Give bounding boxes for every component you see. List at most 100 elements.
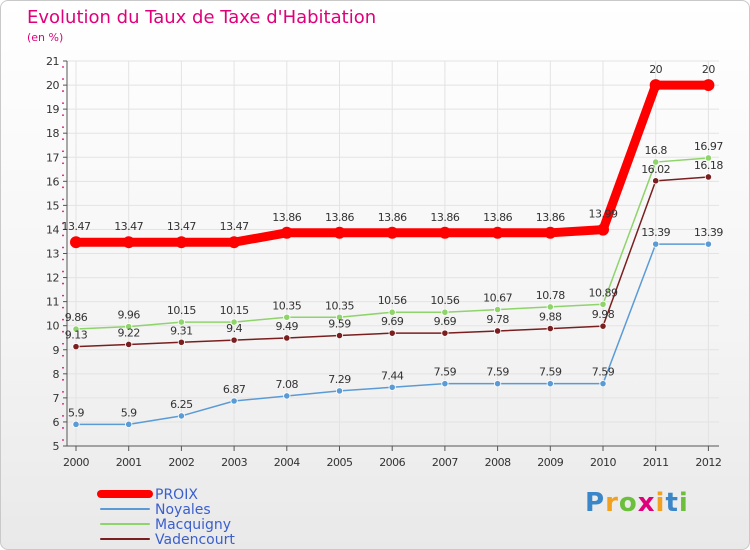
- x-tick-label: 2011: [643, 456, 669, 469]
- data-point: [72, 420, 80, 428]
- data-label: 7.29: [328, 373, 351, 386]
- data-label: 9.69: [381, 315, 404, 328]
- chart-subtitle: (en %): [27, 31, 64, 44]
- data-point: [546, 303, 554, 311]
- data-label: 13.86: [430, 211, 459, 224]
- data-label: 13.47: [114, 220, 143, 233]
- data-label: 13.47: [220, 220, 249, 233]
- data-point: [491, 226, 504, 239]
- minor-tick-dot: [62, 366, 64, 369]
- data-point: [125, 340, 133, 349]
- grid-lines: [67, 60, 719, 447]
- y-tick-label: 10: [46, 320, 59, 333]
- data-point: [441, 380, 449, 388]
- data-label: 13.39: [694, 226, 723, 239]
- minor-tick-dot: [62, 427, 64, 429]
- logo-letter: o: [618, 488, 638, 518]
- minor-tick-dot: [62, 330, 64, 333]
- minor-tick-dot: [62, 102, 64, 105]
- y-tick-label: 20: [46, 79, 59, 92]
- y-tick-label: 19: [46, 103, 59, 116]
- x-tick-label: 2003: [221, 456, 247, 469]
- data-label: 20: [649, 63, 662, 76]
- data-label: 9.4: [226, 322, 242, 335]
- data-label: 9.31: [170, 324, 193, 337]
- data-label: 9.88: [539, 311, 562, 324]
- data-label: 9.49: [276, 320, 299, 333]
- data-point: [438, 226, 451, 239]
- minor-tick-dot: [62, 198, 64, 201]
- data-point: [386, 226, 399, 239]
- data-label: 10.35: [272, 299, 301, 312]
- data-point: [283, 392, 291, 400]
- data-point: [283, 334, 291, 342]
- data-point: [230, 336, 238, 344]
- minor-tick-dot: [62, 162, 64, 165]
- data-point: [70, 236, 82, 249]
- data-label: 10.15: [220, 304, 249, 317]
- y-tick-label: 21: [46, 55, 59, 68]
- data-point: [177, 318, 185, 326]
- data-label: 10.35: [325, 299, 354, 312]
- data-label: 10.67: [483, 292, 512, 305]
- data-label: 9.13: [65, 329, 88, 342]
- x-tick-label: 2000: [63, 456, 89, 469]
- minor-tick-dot: [62, 174, 64, 177]
- tick-labels: 5 6 7 8 9 10 11 12 13 14 15 16 17 18 19 20 21 2000 2001 200…: [46, 55, 722, 469]
- logo-letter: r: [605, 488, 619, 518]
- x-tick-label: 2001: [116, 456, 142, 469]
- minor-tick-dot: [62, 258, 64, 261]
- x-tick-label: 2006: [379, 456, 405, 469]
- data-point: [175, 236, 188, 249]
- minor-tick-dot: [62, 354, 64, 357]
- data-point: [122, 236, 135, 249]
- data-point: [702, 79, 715, 92]
- x-tick-label: 2009: [537, 456, 563, 469]
- data-point: [125, 323, 133, 331]
- data-point: [546, 380, 554, 388]
- data-point: [177, 412, 185, 420]
- data-point: [599, 380, 607, 388]
- minor-tick-dot: [62, 66, 64, 68]
- axes: [62, 60, 719, 451]
- legend-label-noyales: Noyales: [155, 502, 211, 518]
- data-point: [597, 223, 609, 236]
- data-point: [280, 226, 293, 239]
- data-label: 16.8: [644, 144, 667, 157]
- minor-tick-dot: [62, 378, 64, 381]
- legend-label-macquigny: Macquigny: [155, 517, 231, 533]
- data-point: [493, 305, 502, 314]
- logo-letter: x: [637, 488, 656, 518]
- data-label: 9.69: [434, 315, 457, 328]
- data-label: 13.99: [589, 208, 618, 221]
- x-tick-label: 2012: [695, 456, 721, 469]
- data-label: 13.39: [641, 226, 670, 239]
- data-label: 13.86: [272, 211, 301, 224]
- y-tick-label: 14: [46, 223, 59, 236]
- x-tick-label: 2008: [485, 456, 511, 469]
- minor-tick-dot: [62, 402, 64, 405]
- logo-letter: i: [655, 488, 666, 518]
- data-label: 20: [702, 63, 715, 76]
- data-point: [652, 240, 660, 248]
- data-label: 7.59: [592, 366, 615, 379]
- data-labels: 13.47 13.47 13.47 13.47 13.86 13.86 13.86 13.86…: [62, 63, 724, 419]
- minor-tick-dot: [62, 294, 64, 297]
- minor-tick-dot: [62, 439, 64, 441]
- data-label: 5.9: [121, 406, 137, 419]
- data-label: 16.02: [641, 163, 670, 176]
- x-tick-label: 2005: [327, 456, 353, 469]
- data-point: [125, 420, 133, 428]
- data-label: 10.15: [167, 304, 196, 317]
- data-label: 9.59: [328, 318, 351, 331]
- x-tick-label: 2002: [168, 456, 194, 469]
- proxiti-logo: Proxiti: [585, 488, 689, 518]
- minor-tick-dot: [62, 126, 64, 129]
- minor-tick-dot: [62, 318, 64, 321]
- data-point: [230, 318, 238, 326]
- chart-title: Evolution du Taux de Taxe d'Habitation: [27, 7, 377, 28]
- data-label: 9.96: [117, 309, 140, 322]
